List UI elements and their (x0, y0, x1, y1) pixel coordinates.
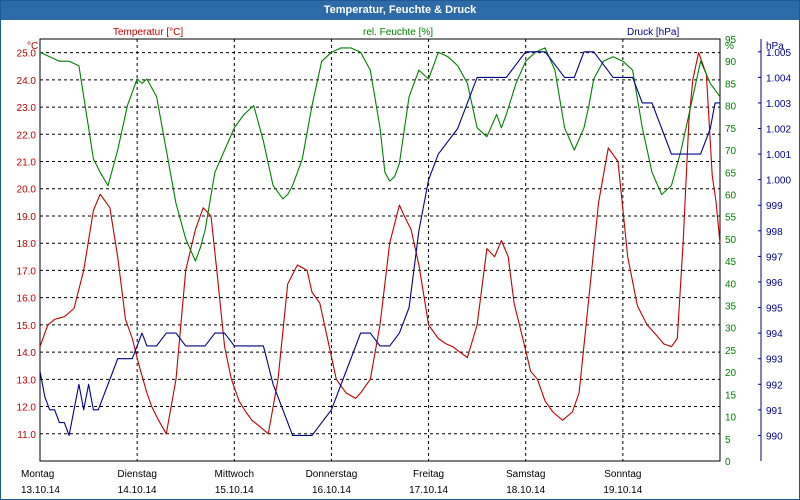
plot-border (39, 38, 721, 462)
grid-lines (40, 39, 720, 461)
pressure-tick-label: 991 (766, 406, 783, 417)
humidity-tick-label: 65 (725, 168, 737, 179)
temperature-tick-label: 25.0 (17, 49, 37, 60)
humidity-axis-label: rel. Feuchte [%] (363, 27, 433, 38)
day-label: Dienstag (117, 469, 156, 480)
pressure-axis: 1.005 1.004 1.003 1.002 1.001 1.000 999 998 997 9… (758, 48, 791, 442)
day-label: Mittwoch (215, 469, 254, 480)
temperature-tick-label: 19.0 (17, 212, 37, 223)
temperature-tick-label: 17.0 (17, 266, 37, 277)
day-label: Montag (21, 469, 54, 480)
temperature-unit: °C (27, 41, 38, 52)
day-label: Sonntag (604, 469, 641, 480)
pressure-tick-label: 998 (766, 227, 783, 238)
x-axis: Montag 13.10.14 Dienstag 14.10.14 Mittwoch 15… (21, 469, 643, 496)
temperature-tick-label: 16.0 (17, 294, 37, 305)
humidity-tick-label: 35 (725, 302, 737, 313)
date-label: 18.10.14 (506, 485, 545, 496)
humidity-tick-label: 0 (725, 457, 731, 468)
pressure-tick-label: 992 (766, 380, 783, 391)
humidity-tick-label: 15 (725, 390, 737, 401)
temperature-tick-label: 15.0 (17, 321, 37, 332)
series-line-temperature (39, 52, 721, 435)
humidity-tick-label: 50 (725, 235, 737, 246)
pressure-tick-label: 1.000 (766, 176, 791, 187)
humidity-tick-label: 45 (725, 257, 737, 268)
series-lines (39, 47, 721, 436)
humidity-tick-label: 75 (725, 124, 737, 135)
humidity-tick-label: 10 (725, 413, 737, 424)
date-label: 17.10.14 (409, 485, 448, 496)
humidity-tick-label: 70 (725, 146, 737, 157)
pressure-tick-label: 996 (766, 278, 783, 289)
day-label: Samstag (506, 469, 545, 480)
day-label: Donnerstag (306, 469, 358, 480)
humidity-tick-label: 80 (725, 102, 737, 113)
temperature-tick-label: 18.0 (17, 239, 37, 250)
temperature-axis-label: Temperatur [°C] (113, 27, 183, 38)
temperature-tick-label: 24.0 (17, 76, 37, 87)
series-line-humidity (39, 47, 721, 262)
pressure-tick-label: 1.005 (766, 48, 791, 59)
humidity-tick-label: 40 (725, 279, 737, 290)
pressure-tick-label: 993 (766, 355, 783, 366)
pressure-unit: hPa (766, 41, 784, 52)
date-label: 14.10.14 (118, 485, 157, 496)
temperature-axis: 25.0 24.0 23.0 22.0 21.0 20.0 19.0 18.0 17.0 16.0… (17, 49, 37, 441)
humidity-tick-label: 60 (725, 190, 737, 201)
pressure-tick-label: 994 (766, 329, 783, 340)
humidity-unit: % (725, 41, 734, 52)
humidity-tick-label: 20 (725, 368, 737, 379)
pressure-tick-label: 1.001 (766, 150, 791, 161)
pressure-axis-label: Druck [hPa] (627, 27, 679, 38)
humidity-tick-label: 25 (725, 346, 737, 357)
pressure-tick-label: 1.004 (766, 73, 791, 84)
date-label: 13.10.14 (21, 485, 60, 496)
pressure-tick-label: 990 (766, 431, 783, 442)
pressure-tick-label: 995 (766, 304, 783, 315)
date-label: 19.10.14 (603, 485, 642, 496)
date-label: 16.10.14 (312, 485, 351, 496)
humidity-tick-label: 85 (725, 79, 737, 90)
temperature-tick-label: 14.0 (17, 348, 37, 359)
temperature-tick-label: 11.0 (17, 430, 36, 441)
humidity-tick-label: 5 (725, 435, 731, 446)
date-label: 15.10.14 (215, 485, 254, 496)
temperature-tick-label: 21.0 (17, 158, 37, 169)
humidity-tick-label: 55 (725, 213, 737, 224)
humidity-tick-label: 30 (725, 324, 737, 335)
temperature-tick-label: 12.0 (17, 403, 37, 414)
temperature-tick-label: 22.0 (17, 130, 37, 141)
pressure-tick-label: 1.003 (766, 99, 791, 110)
temperature-tick-label: 23.0 (17, 103, 37, 114)
day-label: Freitag (413, 469, 444, 480)
series-line-pressure (39, 51, 720, 436)
pressure-tick-label: 999 (766, 201, 783, 212)
humidity-tick-label: 95 (725, 35, 737, 46)
pressure-tick-label: 1.002 (766, 125, 791, 136)
temperature-tick-label: 13.0 (17, 375, 37, 386)
temperature-tick-label: 20.0 (17, 185, 37, 196)
chart-title: Temperatur, Feuchte & Druck (1, 1, 799, 20)
pressure-tick-label: 997 (766, 252, 783, 263)
humidity-tick-label: 90 (725, 57, 737, 68)
